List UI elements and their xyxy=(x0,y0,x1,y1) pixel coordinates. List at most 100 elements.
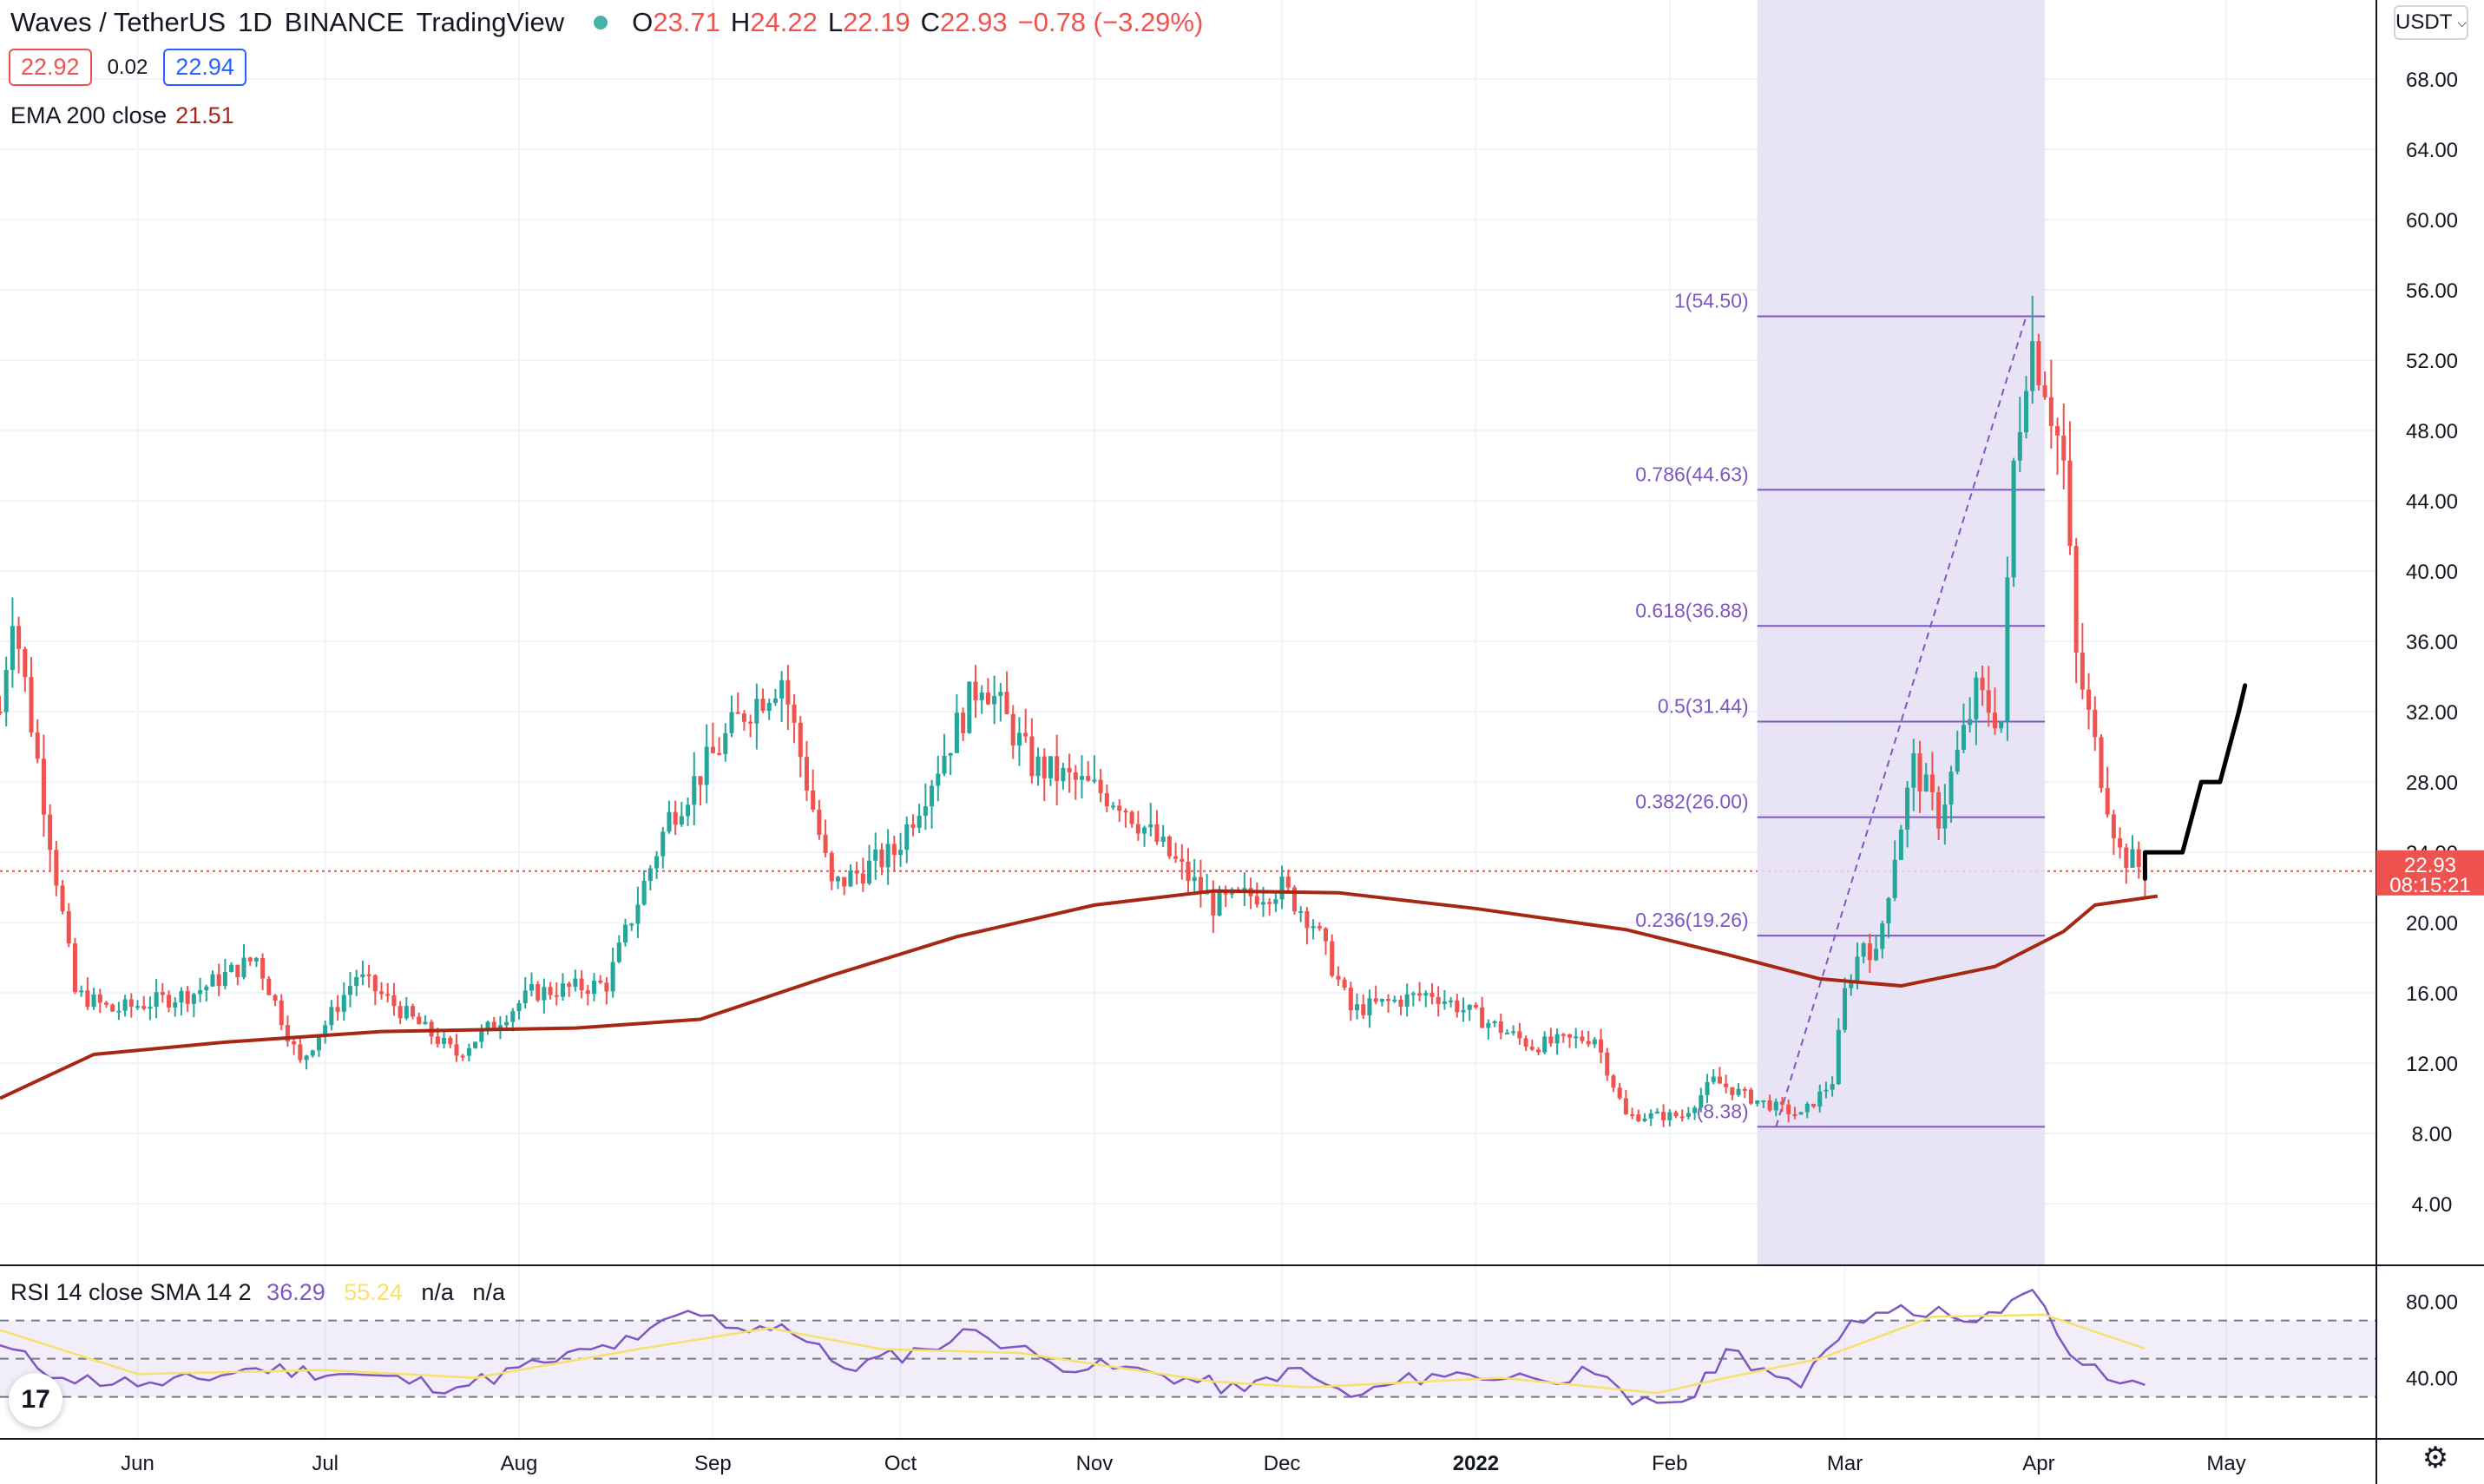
candle-body xyxy=(1767,1100,1772,1111)
candle-body xyxy=(1611,1075,1616,1088)
candle xyxy=(1267,898,1272,916)
currency-selector[interactable]: USDT ⌵ xyxy=(2394,5,2468,40)
market-status-icon[interactable] xyxy=(594,16,608,30)
candle xyxy=(904,817,910,863)
price-tick-label: 52.00 xyxy=(2406,350,2458,373)
candle xyxy=(29,657,34,737)
symbol-header[interactable]: Waves / TetherUS 1D BINANCE TradingView … xyxy=(10,3,1203,42)
candle xyxy=(103,1001,109,1008)
candle-body xyxy=(1480,1007,1485,1028)
candle-body xyxy=(10,626,15,671)
candle-body xyxy=(128,999,134,1007)
candle-body xyxy=(591,981,597,995)
candle-body xyxy=(266,978,272,995)
candle xyxy=(1792,1106,1797,1120)
time-tick-label: Oct xyxy=(884,1452,917,1475)
candle-body xyxy=(1761,1100,1766,1102)
candle xyxy=(923,783,928,831)
candle xyxy=(1692,1105,1698,1120)
candle xyxy=(1242,872,1247,907)
candle-body xyxy=(2086,689,2092,710)
candle xyxy=(823,819,828,857)
candle-body xyxy=(1517,1031,1522,1039)
candle-body xyxy=(154,992,159,1008)
candle xyxy=(1379,998,1384,1007)
candle-body xyxy=(2118,837,2123,848)
ask-button[interactable]: 22.94 xyxy=(163,49,246,86)
candle-body xyxy=(1029,736,1035,777)
candle-body xyxy=(1905,787,1910,830)
change-value: −0.78 (−3.29%) xyxy=(1017,7,1204,37)
ema-value: 21.51 xyxy=(175,102,234,128)
candle xyxy=(1404,983,1410,1017)
candle xyxy=(241,944,246,980)
candle-body xyxy=(122,999,128,1011)
candlestick-series xyxy=(0,295,2147,1127)
candle xyxy=(548,982,553,1000)
candle xyxy=(1291,885,1298,915)
candle xyxy=(378,982,384,1000)
chevron-down-icon: ⌵ xyxy=(2457,15,2467,30)
candle-body xyxy=(979,692,984,700)
candle-body xyxy=(1942,804,1948,829)
candle xyxy=(1898,824,1903,861)
candle-body xyxy=(1636,1114,1641,1121)
high-label: H xyxy=(730,7,751,37)
candle-body xyxy=(1117,805,1122,811)
candle xyxy=(1160,824,1166,848)
candle-body xyxy=(335,1007,340,1012)
candle-body xyxy=(1267,902,1272,904)
candle xyxy=(591,973,597,1001)
candle xyxy=(804,740,810,801)
candle xyxy=(698,776,703,806)
candle-body xyxy=(417,1016,422,1025)
candle-body xyxy=(1898,829,1903,860)
candle xyxy=(1661,1104,1666,1127)
candle xyxy=(1373,985,1378,1005)
symbol-title[interactable]: Waves / TetherUS xyxy=(10,7,227,37)
candle xyxy=(1523,1035,1528,1051)
bid-ask-quote[interactable]: 22.92 0.02 22.94 xyxy=(9,49,246,86)
candle xyxy=(167,990,172,1013)
time-tick-label: Dec xyxy=(1264,1452,1301,1475)
candle xyxy=(1667,1109,1672,1126)
rsi-line xyxy=(0,1289,2146,1406)
candle xyxy=(85,977,90,1010)
price-tick-label: 16.00 xyxy=(2406,982,2458,1006)
ema-legend[interactable]: EMA 200 close 21.51 xyxy=(10,102,234,129)
candle xyxy=(2118,827,2123,859)
candle-body xyxy=(798,722,803,758)
bid-button[interactable]: 22.92 xyxy=(9,49,92,86)
rsi-legend[interactable]: RSI 14 close SMA 14 2 36.29 55.24 n/a n/… xyxy=(10,1279,505,1306)
ema-200-line xyxy=(0,889,2159,1100)
gear-icon[interactable]: ⚙ xyxy=(2422,1441,2449,1474)
candle-body xyxy=(1911,753,1916,788)
candle-body xyxy=(1724,1083,1729,1087)
candle-body xyxy=(1467,1004,1472,1010)
rsi-tick-label: 40.00 xyxy=(2406,1368,2458,1391)
candle-body xyxy=(1166,837,1172,857)
price-tick-label: 8.00 xyxy=(2412,1123,2453,1146)
candle-body xyxy=(1654,1112,1659,1114)
candle xyxy=(692,752,697,825)
candle xyxy=(560,973,565,1001)
candle xyxy=(1761,1100,1766,1108)
candle-body xyxy=(135,1006,141,1008)
projection-path[interactable] xyxy=(2142,683,2248,881)
candle xyxy=(154,979,159,1019)
candle-body xyxy=(285,1025,290,1041)
price-tick-label: 12.00 xyxy=(2406,1053,2458,1076)
interval-label[interactable]: 1D xyxy=(238,7,273,37)
candle-body xyxy=(1523,1038,1528,1047)
candle-body xyxy=(610,962,615,992)
candle xyxy=(1586,1030,1591,1047)
candle-body xyxy=(411,1006,416,1017)
candle-body xyxy=(1392,999,1397,1001)
fib-retracement[interactable]: 1(54.50) 0.786(44.63) 0.618(36.88) 0.5(31.4… xyxy=(1635,0,2046,1265)
candle xyxy=(454,1034,459,1062)
tradingview-logo-icon[interactable]: 17 xyxy=(9,1373,62,1427)
candle-body xyxy=(1367,998,1372,1015)
candle-body xyxy=(1711,1076,1716,1082)
